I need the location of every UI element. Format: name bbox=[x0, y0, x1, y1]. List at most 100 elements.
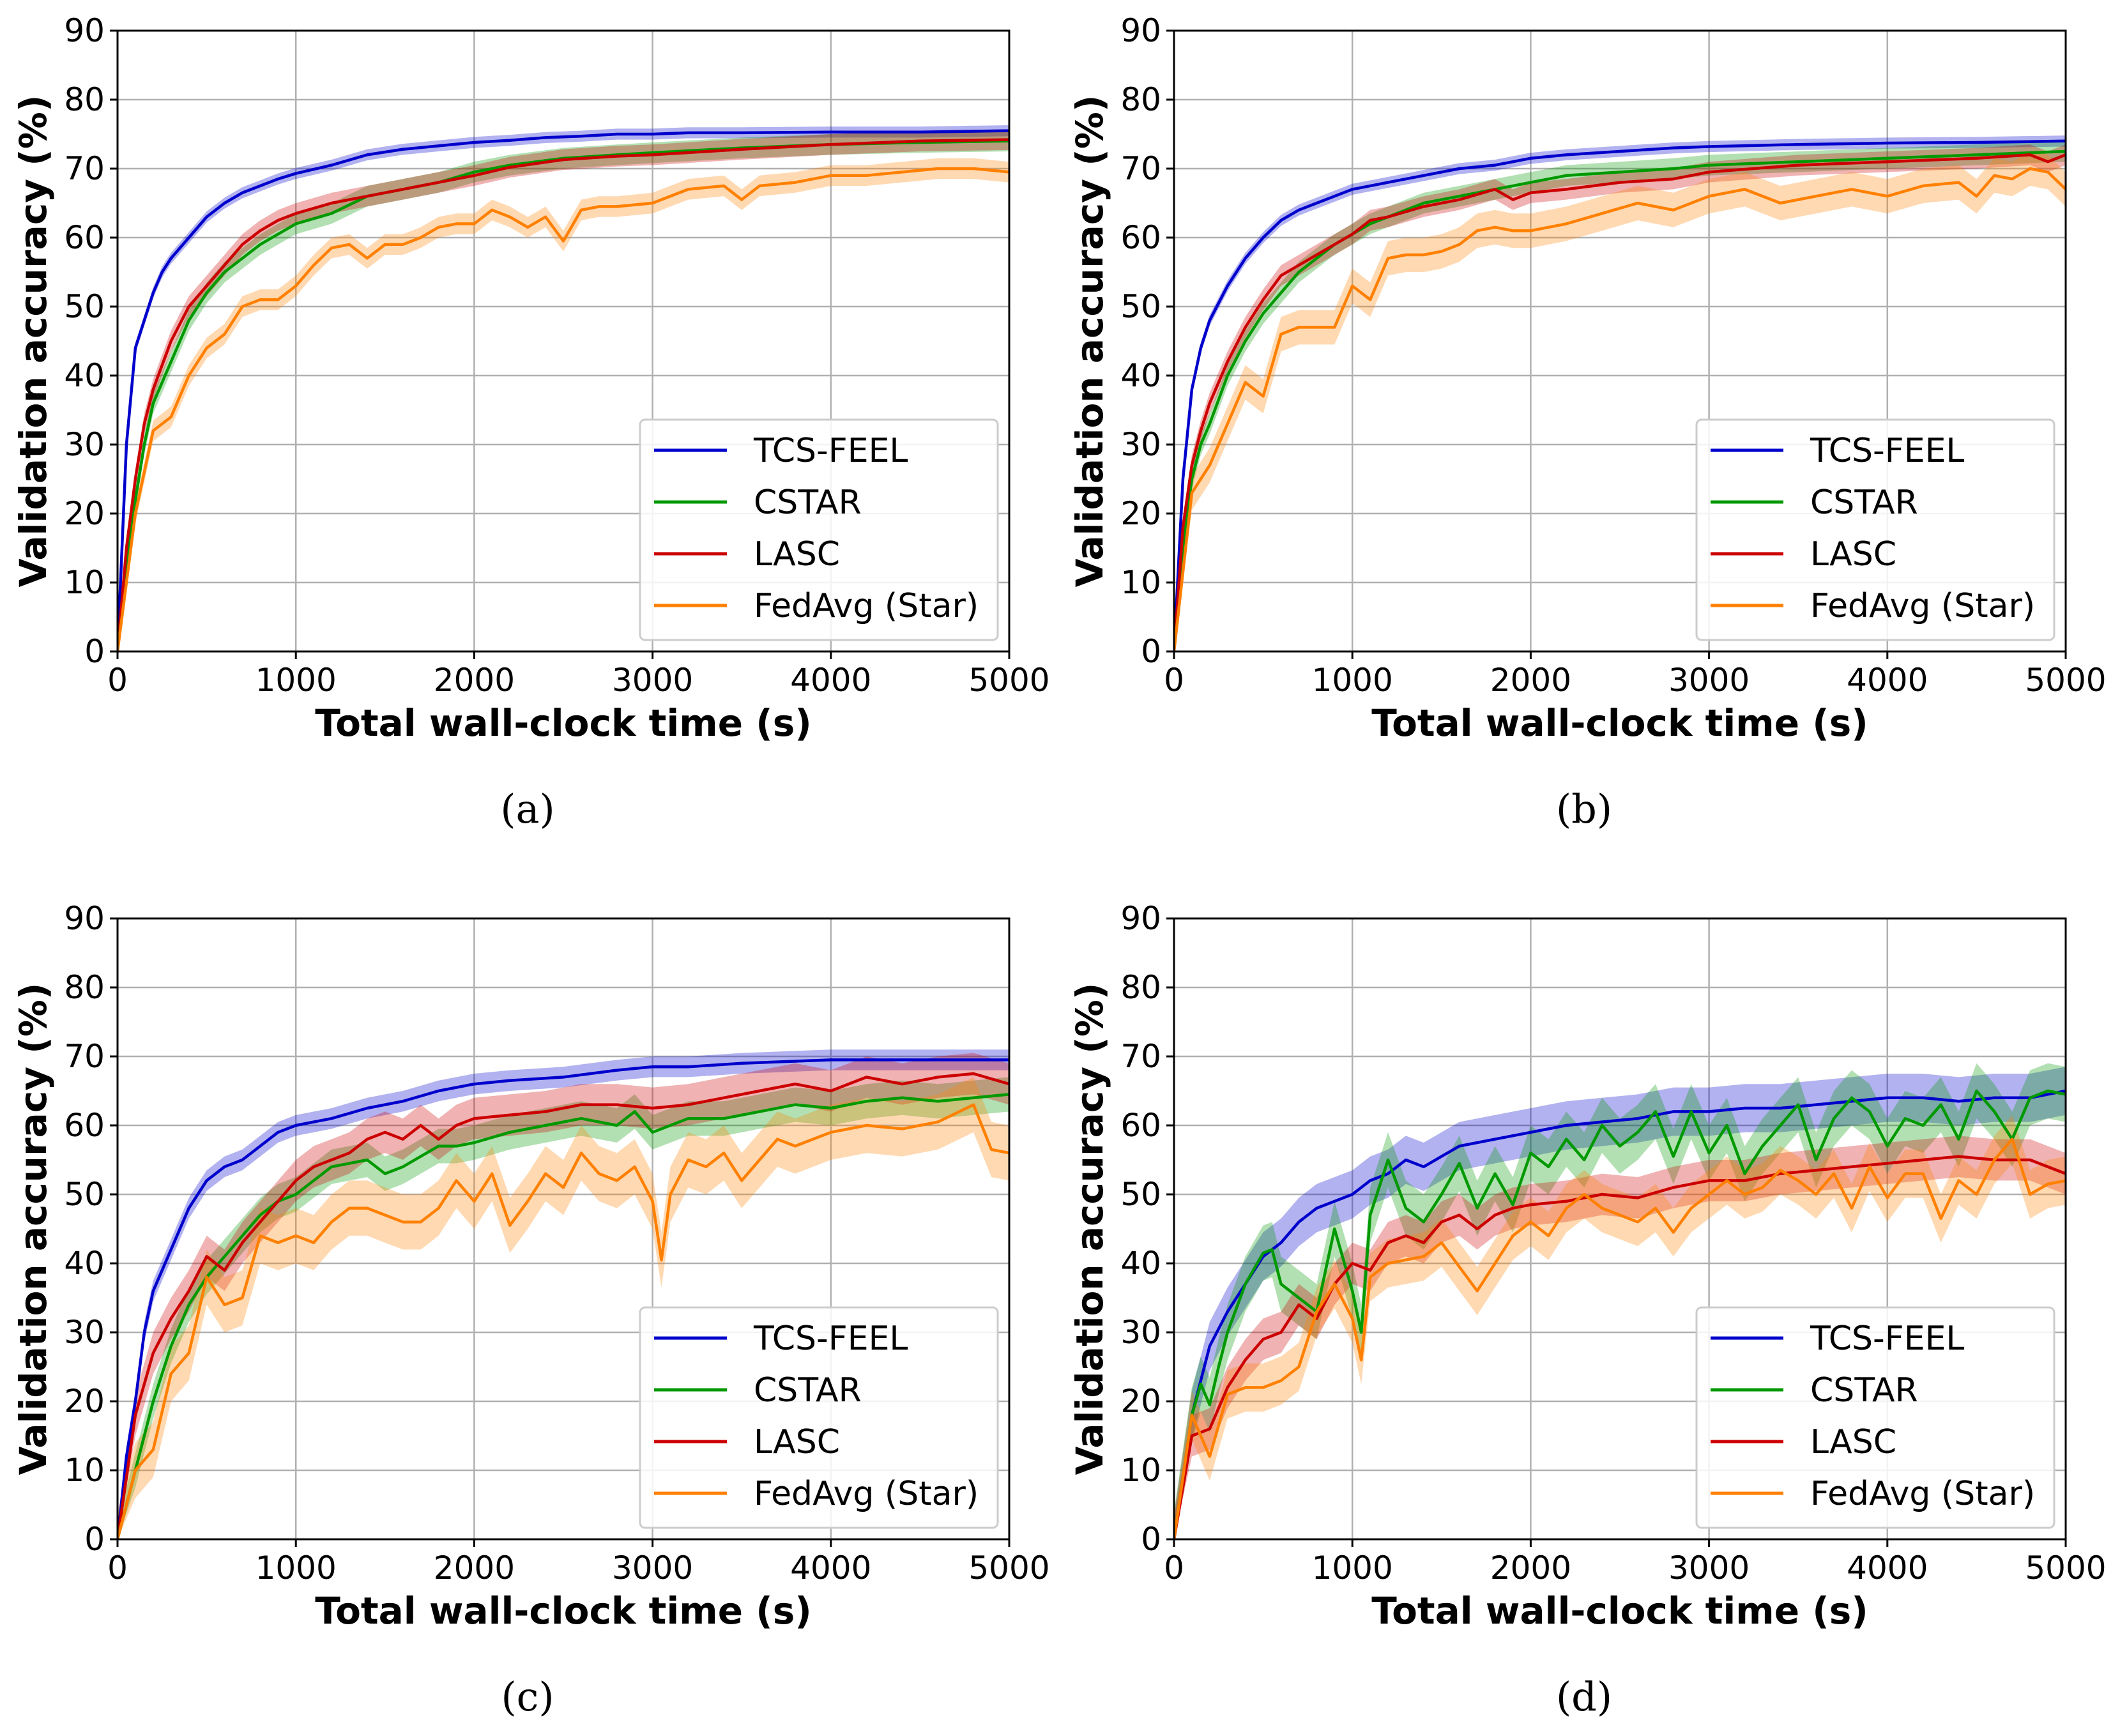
plot-frame bbox=[116, 29, 1010, 653]
x-tick-label: 5000 bbox=[2025, 662, 2106, 699]
confidence-band bbox=[1174, 1136, 2066, 1539]
legend: TCS-FEEL CSTAR LASC FedAvg (Star) bbox=[639, 418, 999, 641]
series-line-tcs-feel bbox=[118, 1058, 1009, 1539]
confidence-band bbox=[118, 1053, 1009, 1539]
series-line-lasc bbox=[1174, 1155, 2066, 1539]
y-tick-label: 0 bbox=[84, 633, 105, 670]
legend-box bbox=[639, 1306, 999, 1529]
y-tick-label: 20 bbox=[1120, 495, 1161, 532]
y-tick-label: 70 bbox=[64, 1038, 105, 1075]
x-tick-label: 2000 bbox=[434, 1549, 515, 1587]
y-tick-label: 10 bbox=[64, 564, 105, 601]
y-tick-label: 40 bbox=[1120, 357, 1161, 394]
legend-label: CSTAR bbox=[1810, 1371, 1918, 1410]
y-tick-label: 10 bbox=[1120, 564, 1161, 601]
panel-caption: (d) bbox=[1556, 1673, 1612, 1720]
y-tick-label: 90 bbox=[64, 12, 105, 49]
y-tick-label: 80 bbox=[64, 81, 105, 118]
plot-frame bbox=[1173, 29, 2067, 653]
series-line-tcs-feel bbox=[1174, 139, 2066, 651]
x-tick-label: 4000 bbox=[1847, 662, 1928, 699]
y-tick-label: 50 bbox=[64, 288, 105, 325]
series-line-lasc bbox=[118, 1072, 1009, 1539]
y-tick-label: 0 bbox=[1141, 633, 1161, 670]
x-tick-label: 4000 bbox=[790, 1549, 871, 1587]
y-tick-label: 70 bbox=[1120, 1038, 1161, 1075]
legend-label: CSTAR bbox=[1810, 483, 1918, 522]
y-tick-label: 10 bbox=[64, 1452, 105, 1489]
x-tick-label: 2000 bbox=[434, 662, 515, 699]
x-tick-label: 0 bbox=[107, 1549, 128, 1587]
legend-box bbox=[639, 418, 999, 641]
x-tick-label: 1000 bbox=[1312, 662, 1393, 699]
legend: TCS-FEEL CSTAR LASC FedAvg (Star) bbox=[1695, 1306, 2055, 1529]
y-tick-label: 80 bbox=[1120, 81, 1161, 118]
y-tick-label: 40 bbox=[64, 357, 105, 394]
x-tick-label: 1000 bbox=[255, 662, 337, 699]
y-tick-label: 70 bbox=[64, 150, 105, 187]
y-axis-title: Validation accuracy (%) bbox=[1068, 95, 1111, 588]
y-tick-label: 90 bbox=[1120, 900, 1161, 937]
x-axis-title: Total wall-clock time (s) bbox=[315, 701, 812, 745]
chart-panel-b: 0 1000 2000 3000 4000 5000 0 10 20 30 40 50 60 70 80 90… bbox=[1068, 12, 2107, 832]
legend-label: TCS-FEEL bbox=[1810, 1320, 1964, 1358]
chart-panel-d: 0 1000 2000 3000 4000 5000 0 10 20 30 40 50 60 70 80 90… bbox=[1068, 900, 2107, 1720]
confidence-band bbox=[118, 1077, 1009, 1539]
series-line-fedavg-star bbox=[118, 167, 1009, 651]
plot-frame bbox=[1173, 917, 2067, 1541]
chart-panel-c: 0 1000 2000 3000 4000 5000 0 10 20 30 40 50 60 70 80 90… bbox=[11, 900, 1050, 1720]
legend-label: TCS-FEEL bbox=[753, 1320, 908, 1358]
y-tick-label: 0 bbox=[1141, 1521, 1161, 1558]
y-tick-label: 30 bbox=[1120, 426, 1161, 463]
legend-box bbox=[1695, 418, 2055, 641]
legend-label: LASC bbox=[754, 1423, 840, 1461]
y-tick-label: 20 bbox=[64, 1383, 105, 1420]
confidence-band bbox=[1174, 1115, 2066, 1539]
y-tick-label: 60 bbox=[1120, 219, 1161, 256]
y-axis-title: Validation accuracy (%) bbox=[1068, 983, 1111, 1475]
y-tick-label: 90 bbox=[1120, 12, 1161, 49]
chart-panel-a: 0 1000 2000 3000 4000 5000 0 10 20 30 40 50 60 70 80 90… bbox=[11, 12, 1050, 832]
x-axis-title: Total wall-clock time (s) bbox=[315, 1589, 812, 1633]
confidence-band bbox=[1174, 151, 2066, 651]
panel-caption: (b) bbox=[1556, 786, 1612, 832]
x-tick-label: 3000 bbox=[1668, 662, 1750, 699]
y-tick-label: 50 bbox=[1120, 1176, 1161, 1213]
panel-caption: (a) bbox=[500, 786, 554, 832]
x-tick-label: 0 bbox=[107, 662, 128, 699]
x-tick-label: 0 bbox=[1164, 662, 1184, 699]
series-line-cstar bbox=[118, 1093, 1009, 1539]
x-tick-label: 2000 bbox=[1490, 1549, 1571, 1587]
legend-label: FedAvg (Star) bbox=[1810, 1475, 2035, 1513]
legend-label: CSTAR bbox=[754, 483, 862, 522]
x-axis-title: Total wall-clock time (s) bbox=[1371, 701, 1868, 745]
y-tick-label: 30 bbox=[64, 1314, 105, 1351]
legend-label: LASC bbox=[1810, 535, 1896, 574]
y-tick-label: 60 bbox=[1120, 1107, 1161, 1144]
panel-caption: (c) bbox=[501, 1673, 554, 1720]
y-tick-label: 80 bbox=[1120, 969, 1161, 1006]
x-tick-label: 3000 bbox=[1668, 1549, 1750, 1587]
legend-label: LASC bbox=[754, 535, 840, 574]
x-tick-label: 2000 bbox=[1490, 662, 1571, 699]
y-tick-label: 50 bbox=[1120, 288, 1161, 325]
legend-label: LASC bbox=[1810, 1423, 1896, 1461]
series-line-cstar bbox=[1174, 1089, 2066, 1539]
y-axis-title: Validation accuracy (%) bbox=[11, 983, 55, 1475]
series-line-cstar bbox=[1174, 149, 2066, 651]
y-tick-label: 0 bbox=[84, 1521, 105, 1558]
x-tick-label: 5000 bbox=[968, 662, 1049, 699]
y-tick-label: 40 bbox=[1120, 1245, 1161, 1282]
y-tick-label: 10 bbox=[1120, 1452, 1161, 1489]
x-tick-label: 3000 bbox=[612, 1549, 693, 1587]
x-tick-label: 3000 bbox=[612, 662, 693, 699]
series-line-fedavg-star bbox=[1174, 1138, 2066, 1539]
y-tick-label: 20 bbox=[1120, 1383, 1161, 1420]
x-tick-label: 1000 bbox=[1312, 1549, 1393, 1587]
plot-area bbox=[1174, 135, 2066, 651]
legend-label: FedAvg (Star) bbox=[754, 587, 979, 625]
y-axis-title: Validation accuracy (%) bbox=[11, 95, 55, 588]
y-tick-label: 20 bbox=[64, 495, 105, 532]
series-line-fedavg-star bbox=[118, 1103, 1009, 1539]
